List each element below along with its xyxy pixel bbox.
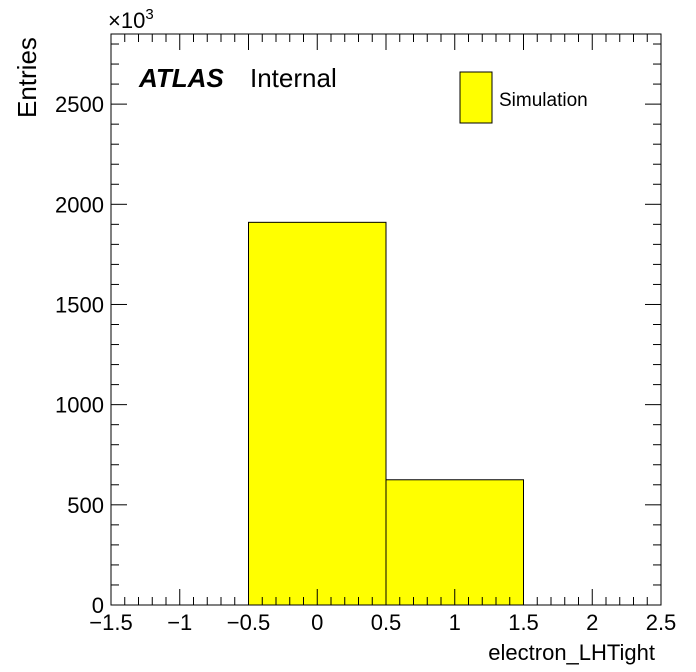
x-axis-label: electron_LHTight [488,640,655,665]
x-tick-label: 0 [311,610,323,635]
x-axis-ticks [110,34,662,605]
legend: Simulation [459,71,588,124]
histogram-bar [385,479,524,606]
y-tick-label: 500 [67,493,104,518]
atlas-label-bold: ATLAS [138,63,224,93]
y-tick-label: 1000 [55,393,104,418]
x-tick-label: −0.5 [227,610,270,635]
histogram-bar [248,221,387,606]
histogram-bars [248,221,524,606]
atlas-label: ATLAS Internal [138,63,337,93]
legend-swatch [459,71,493,124]
x-axis-tick-labels: −1.5 −1 −0.5 0 0.5 1 1.5 2 2.5 [89,610,676,635]
y-tick-label: 2500 [55,92,104,117]
y-tick-label: 2000 [55,192,104,217]
x-tick-label: 1 [449,610,461,635]
y-tick-label: 1500 [55,292,104,317]
y-multiplier: ×103 [108,6,154,33]
atlas-label-text: Internal [250,63,337,93]
x-tick-label: 1.5 [508,610,539,635]
x-tick-label: −1.5 [89,610,132,635]
y-axis-label: Entries [12,37,42,118]
y-axis-ticks [111,43,661,606]
legend-entry-simulation: Simulation [499,90,588,111]
x-tick-label: 2 [586,610,598,635]
x-tick-label: −1 [167,610,192,635]
y-tick-label: 0 [92,593,104,618]
x-tick-label: 0.5 [371,610,402,635]
y-axis-tick-labels: 0 500 1000 1500 2000 2500 [55,92,104,618]
x-tick-label: 2.5 [646,610,677,635]
